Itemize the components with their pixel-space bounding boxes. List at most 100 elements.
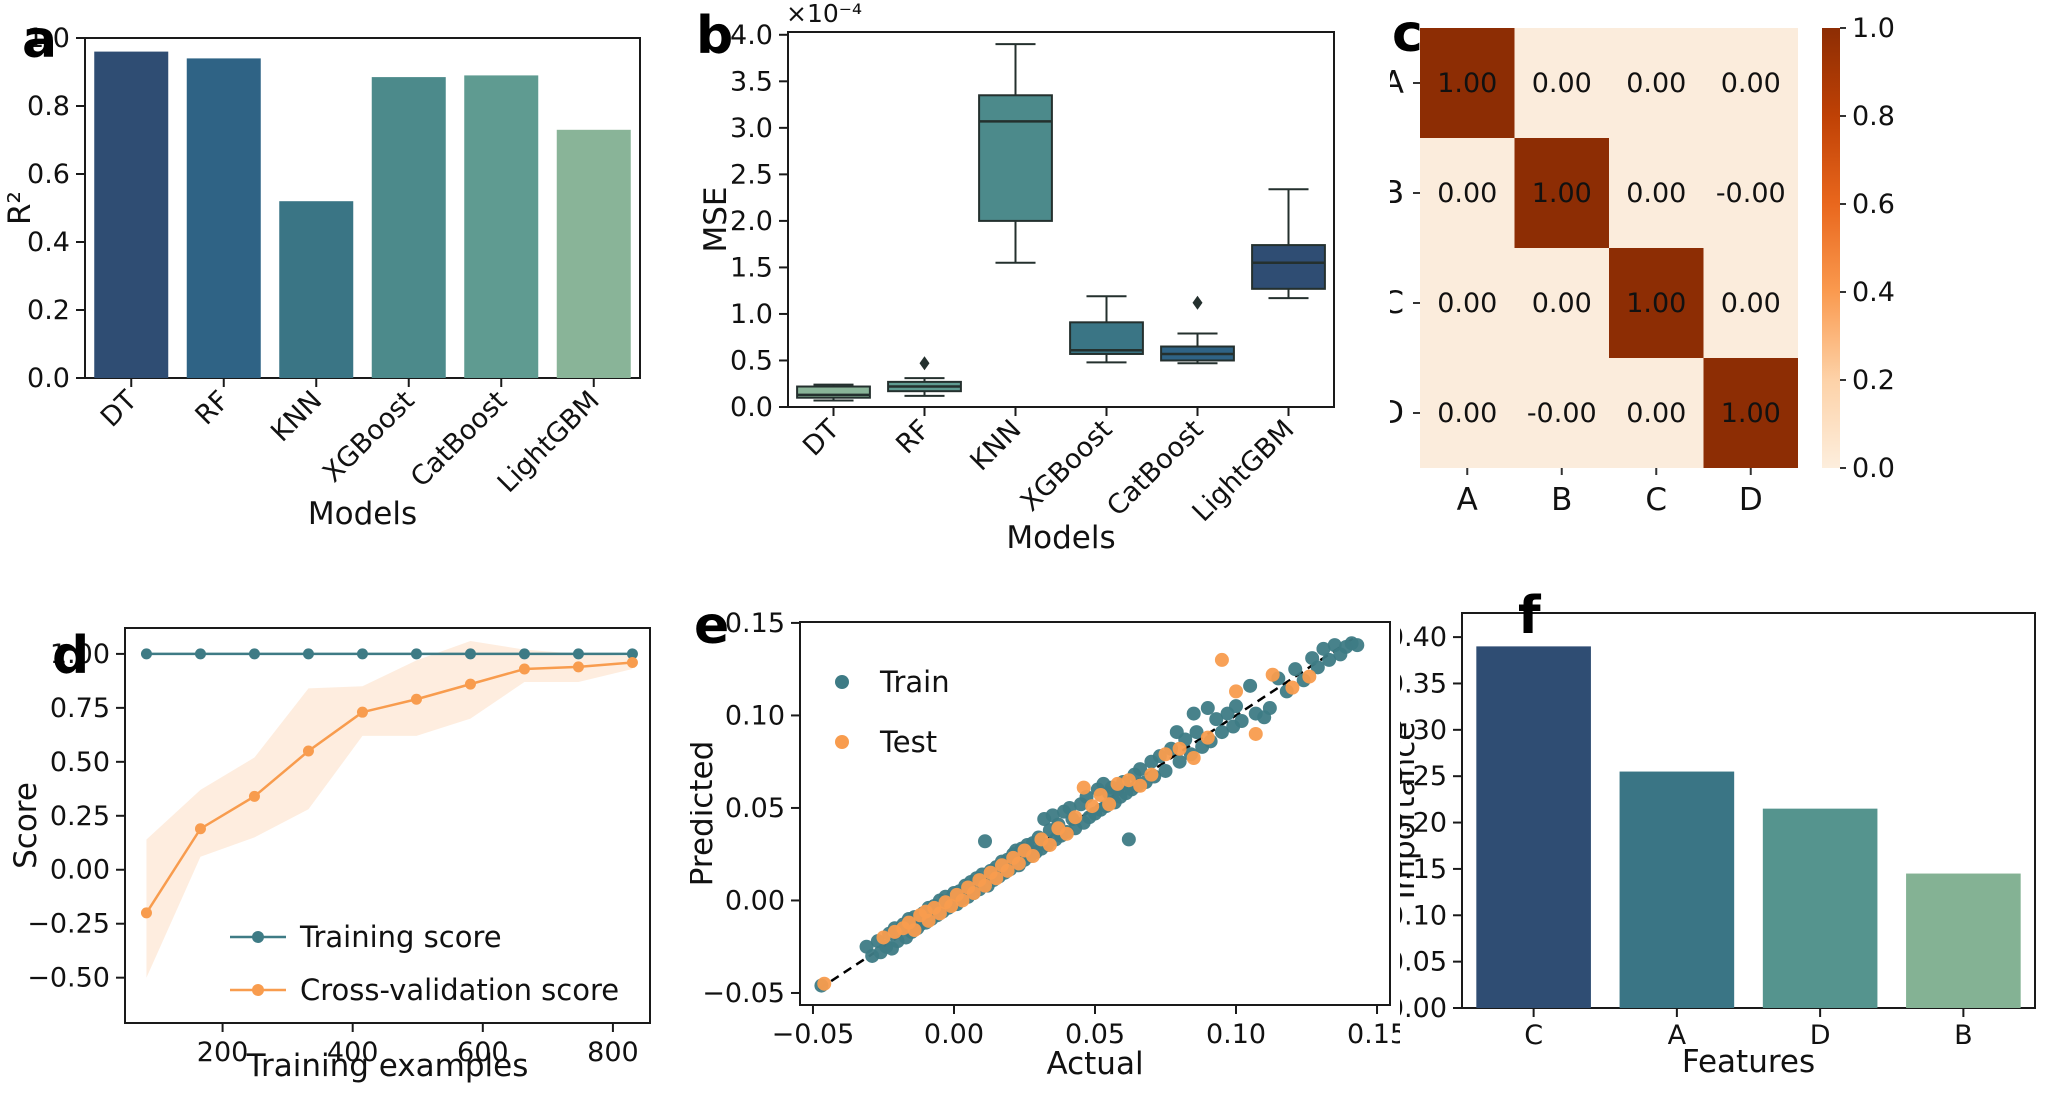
svg-text:600: 600 (457, 1037, 509, 1068)
svg-text:LightGBM: LightGBM (492, 385, 606, 499)
chart-a-r2-bar: 0.0 0.2 0.4 0.6 0.8 1.0 R² Models DT RF KNNXGBoost… (2, 23, 641, 532)
svg-text:0.0: 0.0 (1852, 453, 1895, 484)
svg-text:DT: DT (95, 385, 144, 434)
panel-a-label: a (22, 10, 58, 70)
svg-text:0.10: 0.10 (1206, 1019, 1266, 1050)
svg-text:D: D (1390, 395, 1404, 431)
panel-f-label: f (1518, 586, 1541, 646)
svg-text:−0.25: −0.25 (27, 909, 110, 940)
svg-text:Predicted: Predicted (690, 741, 720, 887)
svg-text:0.10: 0.10 (1400, 900, 1447, 931)
svg-text:0.00: 0.00 (1437, 288, 1497, 319)
svg-text:0.00: 0.00 (725, 885, 785, 916)
svg-text:0.25: 0.25 (1400, 761, 1447, 792)
svg-text:0.0: 0.0 (730, 392, 773, 423)
panel-d-label: d (52, 626, 90, 686)
svg-text:1.0: 1.0 (730, 299, 773, 330)
svg-text:0.30: 0.30 (1400, 715, 1447, 746)
svg-text:A: A (1390, 65, 1404, 101)
panel-d: d −0.50 −0.25 0.00 0.25 0.50 0.75 1.00 Score Tra… (0, 560, 690, 1102)
svg-text:C: C (1390, 285, 1404, 321)
svg-text:Train: Train (879, 665, 950, 699)
chart-c-correlation-heatmap: 1.00 0.00 0.00 0.00 0.00 1.00 0.00 -0.00 0.00 0.0… (1390, 13, 1895, 518)
svg-text:1.00: 1.00 (50, 639, 110, 670)
svg-text:A: A (1668, 1020, 1687, 1051)
svg-text:Training score: Training score (299, 920, 502, 954)
svg-text:-0.00: -0.00 (1527, 398, 1597, 429)
svg-text:Actual: Actual (1046, 1046, 1143, 1082)
svg-text:Features: Features (1682, 1044, 1815, 1080)
chart-d-learning-curve: −0.50 −0.25 0.00 0.25 0.50 0.75 1.00 Score Train… (8, 627, 651, 1084)
svg-text:0.2: 0.2 (27, 295, 70, 326)
svg-text:1.5: 1.5 (730, 252, 773, 283)
svg-text:1.0: 1.0 (27, 23, 70, 54)
svg-text:0.25: 0.25 (50, 801, 110, 832)
svg-text:1.00: 1.00 (1532, 178, 1592, 209)
svg-text:0.00: 0.00 (1532, 288, 1592, 319)
svg-text:0.00: 0.00 (50, 855, 110, 886)
svg-text:KNN: KNN (265, 385, 328, 448)
panel-c: c 1.00 0.00 0.00 0.00 0.00 1.00 0.00 -0.00 0.00 0… (1390, 0, 2048, 560)
svg-text:MSE: MSE (698, 186, 734, 252)
svg-text:Models: Models (308, 496, 417, 532)
svg-text:1.0: 1.0 (1852, 13, 1895, 44)
panel-e-label: e (694, 596, 730, 656)
chart-e-predicted-vs-actual: −0.05 0.00 0.05 0.10 0.15 Predicted Actual −0.0… (690, 608, 1400, 1082)
svg-text:0.00: 0.00 (1400, 993, 1447, 1024)
svg-text:B: B (1390, 175, 1404, 211)
panel-e: e −0.05 0.00 0.05 0.10 0.15 Predicted Actual −0… (690, 560, 1400, 1102)
svg-text:A: A (1457, 482, 1478, 518)
svg-text:Cross-validation score: Cross-validation score (300, 973, 619, 1007)
svg-text:0.6: 0.6 (1852, 189, 1895, 220)
svg-text:Score: Score (8, 782, 44, 869)
svg-text:0.00: 0.00 (1626, 178, 1686, 209)
svg-text:−0.05: −0.05 (702, 978, 785, 1009)
svg-text:C: C (1524, 1020, 1543, 1051)
svg-text:0.05: 0.05 (1400, 947, 1447, 978)
svg-text:0.8: 0.8 (27, 91, 70, 122)
svg-text:−0.05: −0.05 (772, 1019, 855, 1050)
chart-f-feature-importance-bar: 0.00 0.05 0.10 0.15 0.20 0.25 0.30 0.35 0.40 Impo… (1400, 612, 2036, 1080)
svg-text:3.5: 3.5 (730, 66, 773, 97)
svg-text:0.00: 0.00 (1721, 288, 1781, 319)
svg-text:B: B (1954, 1020, 1973, 1051)
svg-text:RF: RF (190, 385, 236, 431)
svg-text:0.00: 0.00 (1532, 68, 1592, 99)
svg-text:0.4: 0.4 (27, 227, 70, 258)
svg-text:0.50: 0.50 (50, 747, 110, 778)
svg-text:Test: Test (879, 725, 937, 759)
svg-text:0.40: 0.40 (1400, 622, 1447, 653)
panel-f: f 0.00 0.05 0.10 0.15 0.20 0.25 0.30 0.35 0.40 Im… (1400, 560, 2048, 1102)
svg-text:0.00: 0.00 (924, 1019, 984, 1050)
svg-text:KNN: KNN (964, 414, 1027, 477)
panel-c-label: c (1392, 4, 1423, 64)
svg-text:0.00: 0.00 (1437, 178, 1497, 209)
svg-text:0.00: 0.00 (1626, 398, 1686, 429)
svg-text:0.05: 0.05 (1065, 1019, 1125, 1050)
svg-text:DT: DT (797, 414, 846, 463)
panel-b-label: b (696, 6, 734, 66)
svg-text:B: B (1551, 482, 1572, 518)
chart-b-mse-box: 0.0 0.5 1.0 1.5 2.0 2.5 3.0 3.5 4.0 MSE Models ×10⁻… (698, 0, 1335, 556)
svg-text:0.75: 0.75 (50, 693, 110, 724)
svg-text:C: C (1645, 482, 1667, 518)
svg-text:XGBoost: XGBoost (317, 385, 421, 489)
svg-text:0.10: 0.10 (725, 700, 785, 731)
svg-text:D: D (1739, 482, 1763, 518)
svg-text:4.0: 4.0 (730, 20, 773, 51)
svg-text:3.0: 3.0 (730, 113, 773, 144)
svg-text:RF: RF (890, 414, 936, 460)
svg-text:400: 400 (327, 1037, 379, 1068)
svg-text:0.5: 0.5 (730, 345, 773, 376)
svg-text:1.00: 1.00 (1437, 68, 1497, 99)
panel-b: b 0.0 0.5 1.0 1.5 2.0 2.5 3.0 3.5 4.0 MSE Models ×1… (690, 0, 1390, 560)
svg-text:0.20: 0.20 (1400, 808, 1447, 839)
svg-text:-0.00: -0.00 (1716, 178, 1786, 209)
svg-text:0.00: 0.00 (1437, 398, 1497, 429)
svg-text:1.00: 1.00 (1626, 288, 1686, 319)
svg-text:D: D (1810, 1020, 1831, 1051)
svg-text:0.2: 0.2 (1852, 365, 1895, 396)
svg-text:0.15: 0.15 (725, 608, 785, 639)
svg-text:0.15: 0.15 (1347, 1019, 1400, 1050)
